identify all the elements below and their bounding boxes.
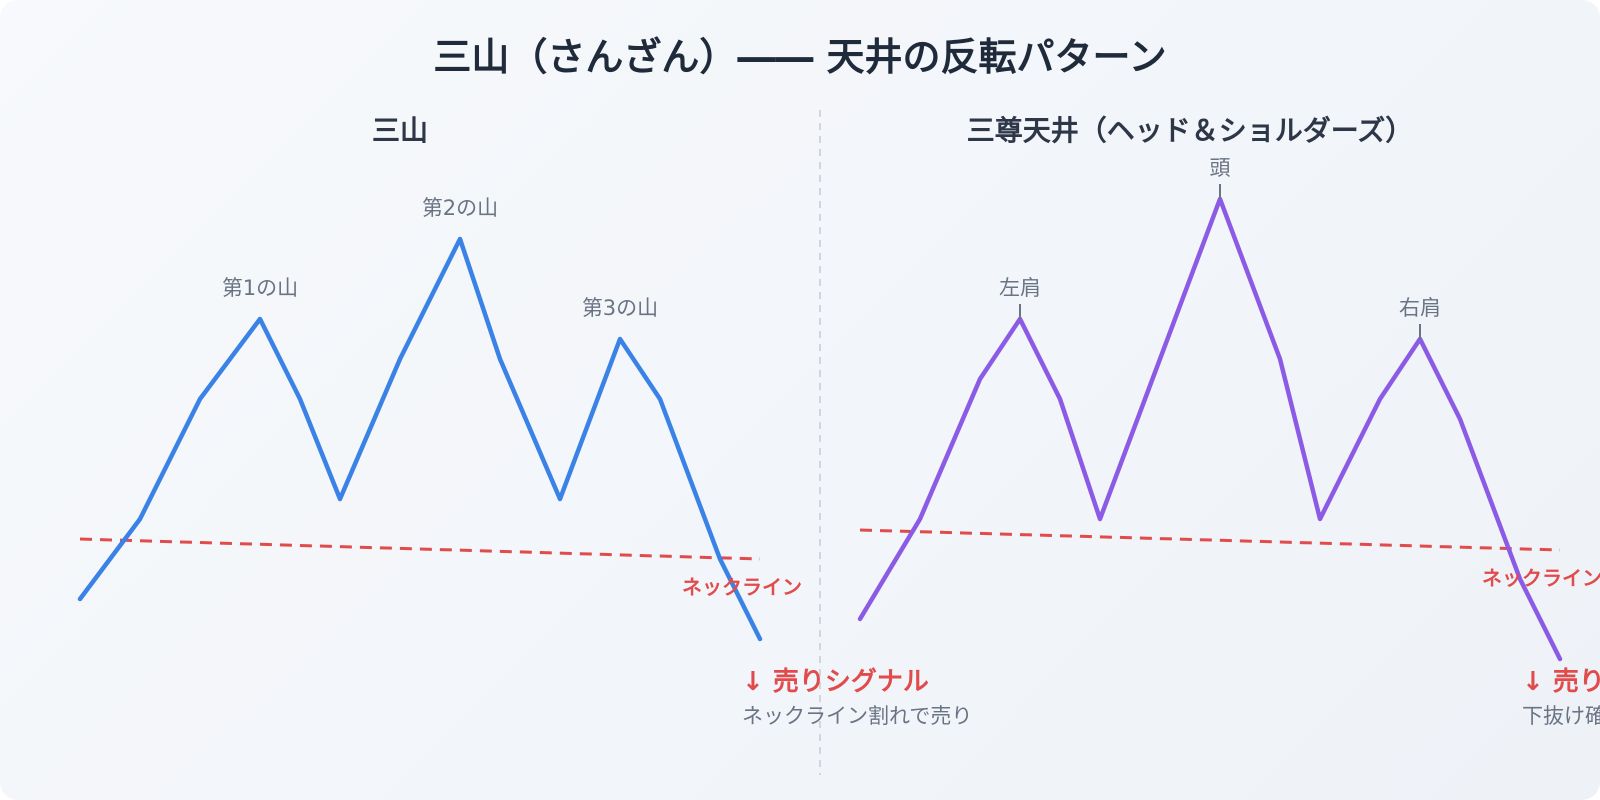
right-panel: 三尊天井（ヘッド＆ショルダーズ） 左肩 頭 右肩 ネックライン ↓ 売りシグナル… xyxy=(857,114,1600,728)
right-peak-3-label: 右肩 xyxy=(1399,296,1441,320)
right-neckline xyxy=(859,528,1561,552)
left-signal: ↓ 売りシグナル xyxy=(742,667,929,697)
left-neckline-label: ネックライン xyxy=(682,575,802,599)
left-price-line xyxy=(77,236,763,642)
diagram-title: 三山（さんざん）―― 天井の反転パターン xyxy=(433,35,1166,79)
right-peak-2-label: 頭 xyxy=(1210,156,1231,180)
left-panel-title: 三山 xyxy=(372,114,428,147)
left-peak-1-label: 第1の山 xyxy=(222,276,298,300)
right-peak-1-label: 左肩 xyxy=(999,276,1041,300)
right-signal-sub: 下抜け確定で売り xyxy=(1522,704,1600,728)
right-signal: ↓ 売りシグナル xyxy=(1522,667,1600,697)
left-panel: 三山 第1の山 第2の山 第3の山 ネックライン ↓ 売りシグナル ネックライン… xyxy=(77,114,972,728)
right-neckline-label: ネックライン xyxy=(1482,566,1600,590)
left-neckline xyxy=(79,537,761,561)
left-peak-3-label: 第3の山 xyxy=(582,296,658,320)
right-price-line xyxy=(857,196,1563,662)
left-signal-sub: ネックライン割れで売り xyxy=(742,704,972,728)
right-panel-title: 三尊天井（ヘッド＆ショルダーズ） xyxy=(967,114,1414,147)
left-peak-2-label: 第2の山 xyxy=(422,196,498,220)
